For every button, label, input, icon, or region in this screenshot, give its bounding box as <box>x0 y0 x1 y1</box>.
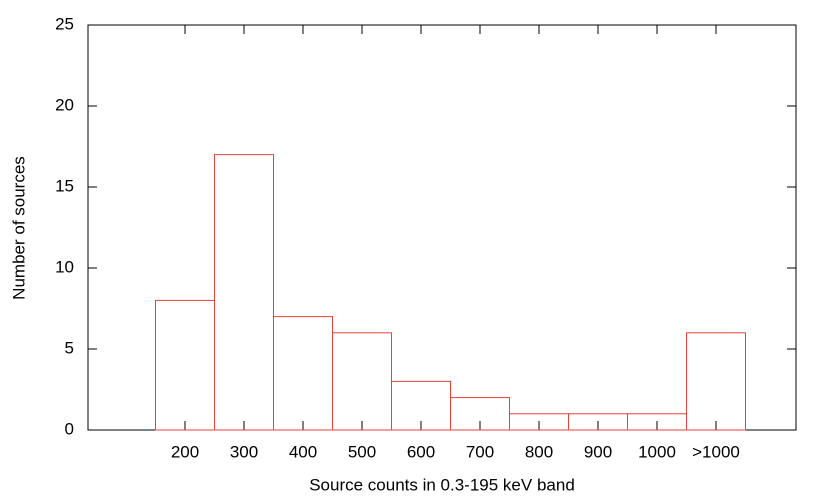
x-axis-label: Source counts in 0.3-195 keV band <box>309 475 575 494</box>
x-tick-label: 600 <box>407 442 435 461</box>
bar <box>273 316 333 431</box>
bar <box>155 299 215 431</box>
x-tick-label: 400 <box>289 442 317 461</box>
y-tick-label: 15 <box>55 176 74 195</box>
plot-frame <box>87 24 797 431</box>
x-tick-label: 500 <box>348 442 376 461</box>
y-tick-label: 0 <box>65 419 74 438</box>
x-tick-label: 300 <box>230 442 258 461</box>
bar <box>686 332 746 431</box>
x-tick-label: 1000 <box>638 442 676 461</box>
x-tick-label: 800 <box>525 442 553 461</box>
bar <box>214 154 274 431</box>
y-tick-label: 20 <box>55 95 74 114</box>
y-tick-label: 25 <box>55 14 74 33</box>
y-tick-label: 5 <box>65 338 74 357</box>
y-tick-label: 10 <box>55 257 74 276</box>
x-tick-label: >1000 <box>692 442 740 461</box>
bar <box>332 332 392 431</box>
x-tick-label: 900 <box>584 442 612 461</box>
x-tick-label: 700 <box>466 442 494 461</box>
y-axis-label: Number of sources <box>9 156 28 300</box>
x-tick-label: 200 <box>171 442 199 461</box>
